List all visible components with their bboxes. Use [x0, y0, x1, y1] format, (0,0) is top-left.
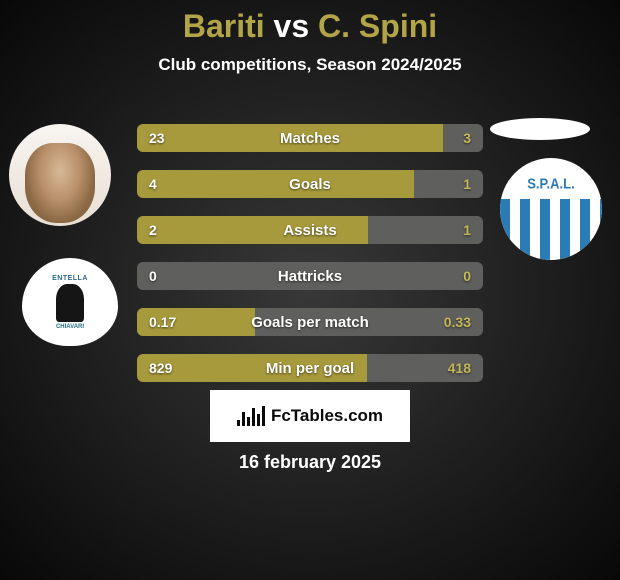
- stat-bar-right: [310, 262, 483, 290]
- club-right-name: S.P.A.L.: [500, 175, 602, 192]
- stat-value-left: 829: [149, 360, 172, 376]
- club-right-stripes: [500, 199, 602, 260]
- stat-value-right: 418: [448, 360, 471, 376]
- stat-row: 41Goals: [137, 170, 483, 198]
- stat-bar-left: [137, 216, 368, 244]
- stat-bar-left: [137, 170, 414, 198]
- stat-row: 233Matches: [137, 124, 483, 152]
- player2-name: C. Spini: [318, 8, 437, 44]
- site-attribution: FcTables.com: [210, 390, 410, 442]
- stat-value-right: 3: [463, 130, 471, 146]
- club-left-figure: [56, 284, 84, 322]
- page-title: Bariti vs C. Spini: [0, 0, 620, 45]
- stat-bar-left: [137, 262, 310, 290]
- stat-value-right: 1: [463, 176, 471, 192]
- stat-bar-left: [137, 124, 443, 152]
- stat-value-right: 0.33: [444, 314, 471, 330]
- player1-avatar: [9, 124, 111, 226]
- stat-row: 829418Min per goal: [137, 354, 483, 382]
- stat-value-left: 0.17: [149, 314, 176, 330]
- stat-row: 21Assists: [137, 216, 483, 244]
- stat-value-left: 23: [149, 130, 165, 146]
- player1-name: Bariti: [183, 8, 265, 44]
- vs-label: vs: [274, 8, 310, 44]
- player2-club-badge: S.P.A.L.: [500, 158, 602, 260]
- stat-value-right: 0: [463, 268, 471, 284]
- stat-value-left: 2: [149, 222, 157, 238]
- stat-value-left: 4: [149, 176, 157, 192]
- site-name: FcTables.com: [271, 406, 383, 426]
- stat-row: 0.170.33Goals per match: [137, 308, 483, 336]
- stat-value-left: 0: [149, 268, 157, 284]
- stat-bar-right: [414, 170, 483, 198]
- subtitle: Club competitions, Season 2024/2025: [0, 55, 620, 75]
- date-label: 16 february 2025: [0, 452, 620, 473]
- player2-logo-ellipse: [490, 118, 590, 140]
- club-left-sub: CHIAVARI: [56, 324, 84, 330]
- stat-row: 00Hattricks: [137, 262, 483, 290]
- stat-value-right: 1: [463, 222, 471, 238]
- player1-club-badge: ENTELLA CHIAVARI: [22, 258, 118, 346]
- stat-bars: 233Matches41Goals21Assists00Hattricks0.1…: [137, 124, 483, 400]
- barchart-icon: [237, 406, 265, 426]
- infographic-root: Bariti vs C. Spini Club competitions, Se…: [0, 0, 620, 580]
- club-left-name: ENTELLA: [52, 275, 88, 282]
